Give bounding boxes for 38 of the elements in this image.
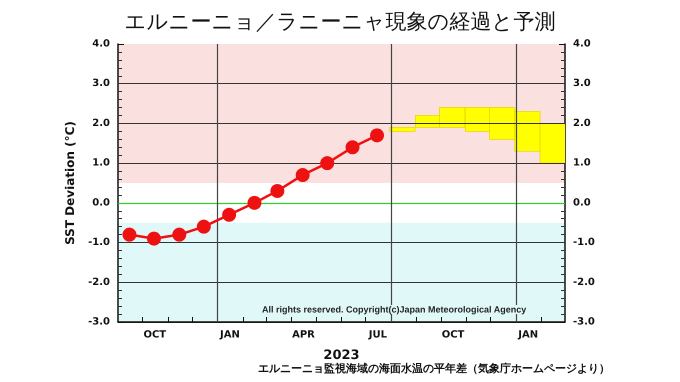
y-tick-label: 1.0	[92, 158, 110, 169]
y2-tick-label: 0.0	[573, 197, 591, 208]
y-tick-label: 0.0	[92, 197, 110, 208]
point	[146, 232, 161, 246]
point	[222, 208, 236, 222]
point	[296, 168, 310, 182]
y-tick-label: -3.0	[88, 316, 110, 328]
x-tick-label: JUL	[368, 330, 388, 340]
y-tick-label: -1.0	[88, 237, 110, 248]
x-axis-title: 2023	[323, 348, 360, 363]
x-tick-label: OCT	[442, 330, 465, 340]
point	[172, 228, 186, 242]
y2-tick-label: 2.0	[573, 118, 591, 129]
point	[247, 196, 262, 210]
x-tick-label: JAN	[219, 330, 240, 340]
y2-tick-label: 4.0	[573, 38, 591, 50]
point	[196, 220, 211, 234]
y2-tick-label: 3.0	[573, 78, 591, 90]
y2-tick-label: -1.0	[573, 237, 595, 248]
y-tick-label: -2.0	[88, 276, 110, 288]
text: エルニーニョ監視海域の海面水温の平年差（気象庁ホームページより）	[258, 362, 610, 375]
y2-tick-label: -3.0	[573, 316, 595, 328]
y-tick-label: 4.0	[92, 38, 110, 50]
point	[270, 184, 284, 198]
y-tick-label: 3.0	[92, 78, 110, 90]
x-tick-label: OCT	[143, 330, 166, 340]
y2-tick-label: -2.0	[573, 276, 595, 288]
x-tick-label: APR	[292, 330, 316, 340]
point	[346, 140, 360, 154]
chart-title: エルニーニョ／ラニーニャ現象の経過と予測	[124, 10, 556, 34]
point	[122, 228, 136, 242]
x-tick-label: JAN	[517, 330, 538, 340]
point	[320, 156, 334, 170]
y2-tick-label: 1.0	[573, 158, 591, 169]
point	[370, 128, 384, 142]
y-axis-title: SST Deviation (°C)	[63, 121, 77, 245]
y-tick-label: 2.0	[92, 118, 110, 129]
annotation: All rights reserved. Copyright(c)Japan Meteorological Agency	[262, 304, 526, 314]
